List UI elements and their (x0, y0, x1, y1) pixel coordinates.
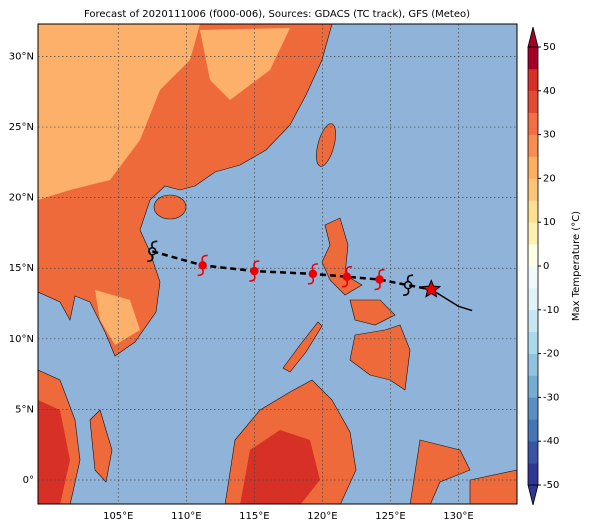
storm-dot (308, 269, 318, 279)
storm-dot (375, 275, 384, 284)
colorbar-tick-label: 30 (543, 130, 556, 141)
storm-dot (342, 272, 352, 281)
storm-marker (197, 254, 208, 277)
colorbar-tick-label: 40 (543, 86, 556, 97)
forecast-track (151, 250, 432, 291)
x-tick-label: 125°E (375, 511, 405, 522)
colorbar-tick-label: -30 (543, 392, 559, 403)
y-tick-label: 20°N (9, 193, 34, 204)
colorbar-band (528, 353, 538, 376)
colorbar-band (528, 47, 538, 70)
colorbar-tick-label: 0 (543, 261, 549, 272)
storm-marker (307, 263, 318, 285)
storm-arm (197, 254, 208, 277)
storm-dot (148, 247, 157, 256)
storm-marker (374, 268, 385, 291)
x-tick-label: 115°E (239, 511, 269, 522)
storm-arm (249, 260, 260, 282)
map-frame (37, 23, 518, 505)
colorbar-tick-label: -50 (543, 480, 559, 491)
colorbar-band (528, 222, 538, 245)
colorbar-band (528, 68, 538, 92)
colorbar-band (528, 134, 538, 157)
colorbar-band (528, 375, 538, 398)
storm-marker (249, 260, 260, 282)
colorbar-extend-top (527, 26, 539, 48)
storm-marker (341, 265, 352, 288)
colorbar-band (528, 397, 538, 420)
y-tick-label: 0° (23, 475, 34, 486)
y-tick-label: 10°N (9, 334, 34, 345)
colorbar-band (528, 112, 538, 135)
storm-arm (147, 240, 158, 263)
colorbar-band (528, 178, 538, 201)
x-tick-label: 120°E (307, 511, 337, 522)
colorbar-tick-label: -20 (543, 349, 559, 360)
colorbar-band (528, 331, 538, 354)
colorbar-band (528, 266, 538, 289)
storm-arm (307, 263, 318, 285)
colorbar-band (528, 156, 538, 179)
x-tick-label: 110°E (171, 511, 201, 522)
y-tick-label: 30°N (9, 51, 34, 62)
storm-dot (403, 280, 413, 290)
colorbar-band (528, 309, 538, 332)
storm-marker (147, 240, 158, 263)
map-area (38, 24, 517, 504)
storm-arm (341, 265, 352, 288)
title: Forecast of 2020111006 (f000-006), Sourc… (84, 9, 470, 20)
colorbar-tick-label: 20 (543, 173, 556, 184)
y-tick-label: 15°N (9, 263, 34, 274)
colorbar-tick-label: -40 (543, 436, 559, 447)
current-position (421, 279, 442, 298)
y-tick-label: 25°N (9, 122, 34, 133)
x-tick-label: 105°E (103, 511, 133, 522)
colorbar-label: Max Temperature (°C) (571, 211, 582, 321)
storm-dot (198, 261, 207, 270)
colorbar-extend-bottom (527, 484, 539, 506)
colorbar-tick-label: -10 (543, 305, 559, 316)
y-tick-label: 5°N (15, 404, 34, 415)
colorbar-band (528, 441, 538, 464)
colorbar-tick-label: 10 (543, 217, 556, 228)
colorbar-band (528, 419, 538, 442)
colorbar-tick-label: 50 (543, 42, 556, 53)
colorbar-band (528, 200, 538, 223)
storm-arm (403, 274, 414, 296)
colorbar-band (528, 287, 538, 311)
colorbar-band (528, 463, 538, 486)
storm-dot (250, 266, 259, 276)
colorbar-band (528, 90, 538, 113)
storm-arm (374, 268, 385, 291)
x-tick-label: 130°E (443, 511, 473, 522)
past-track (430, 288, 473, 312)
storm-marker (403, 274, 414, 296)
colorbar-band (528, 244, 538, 267)
